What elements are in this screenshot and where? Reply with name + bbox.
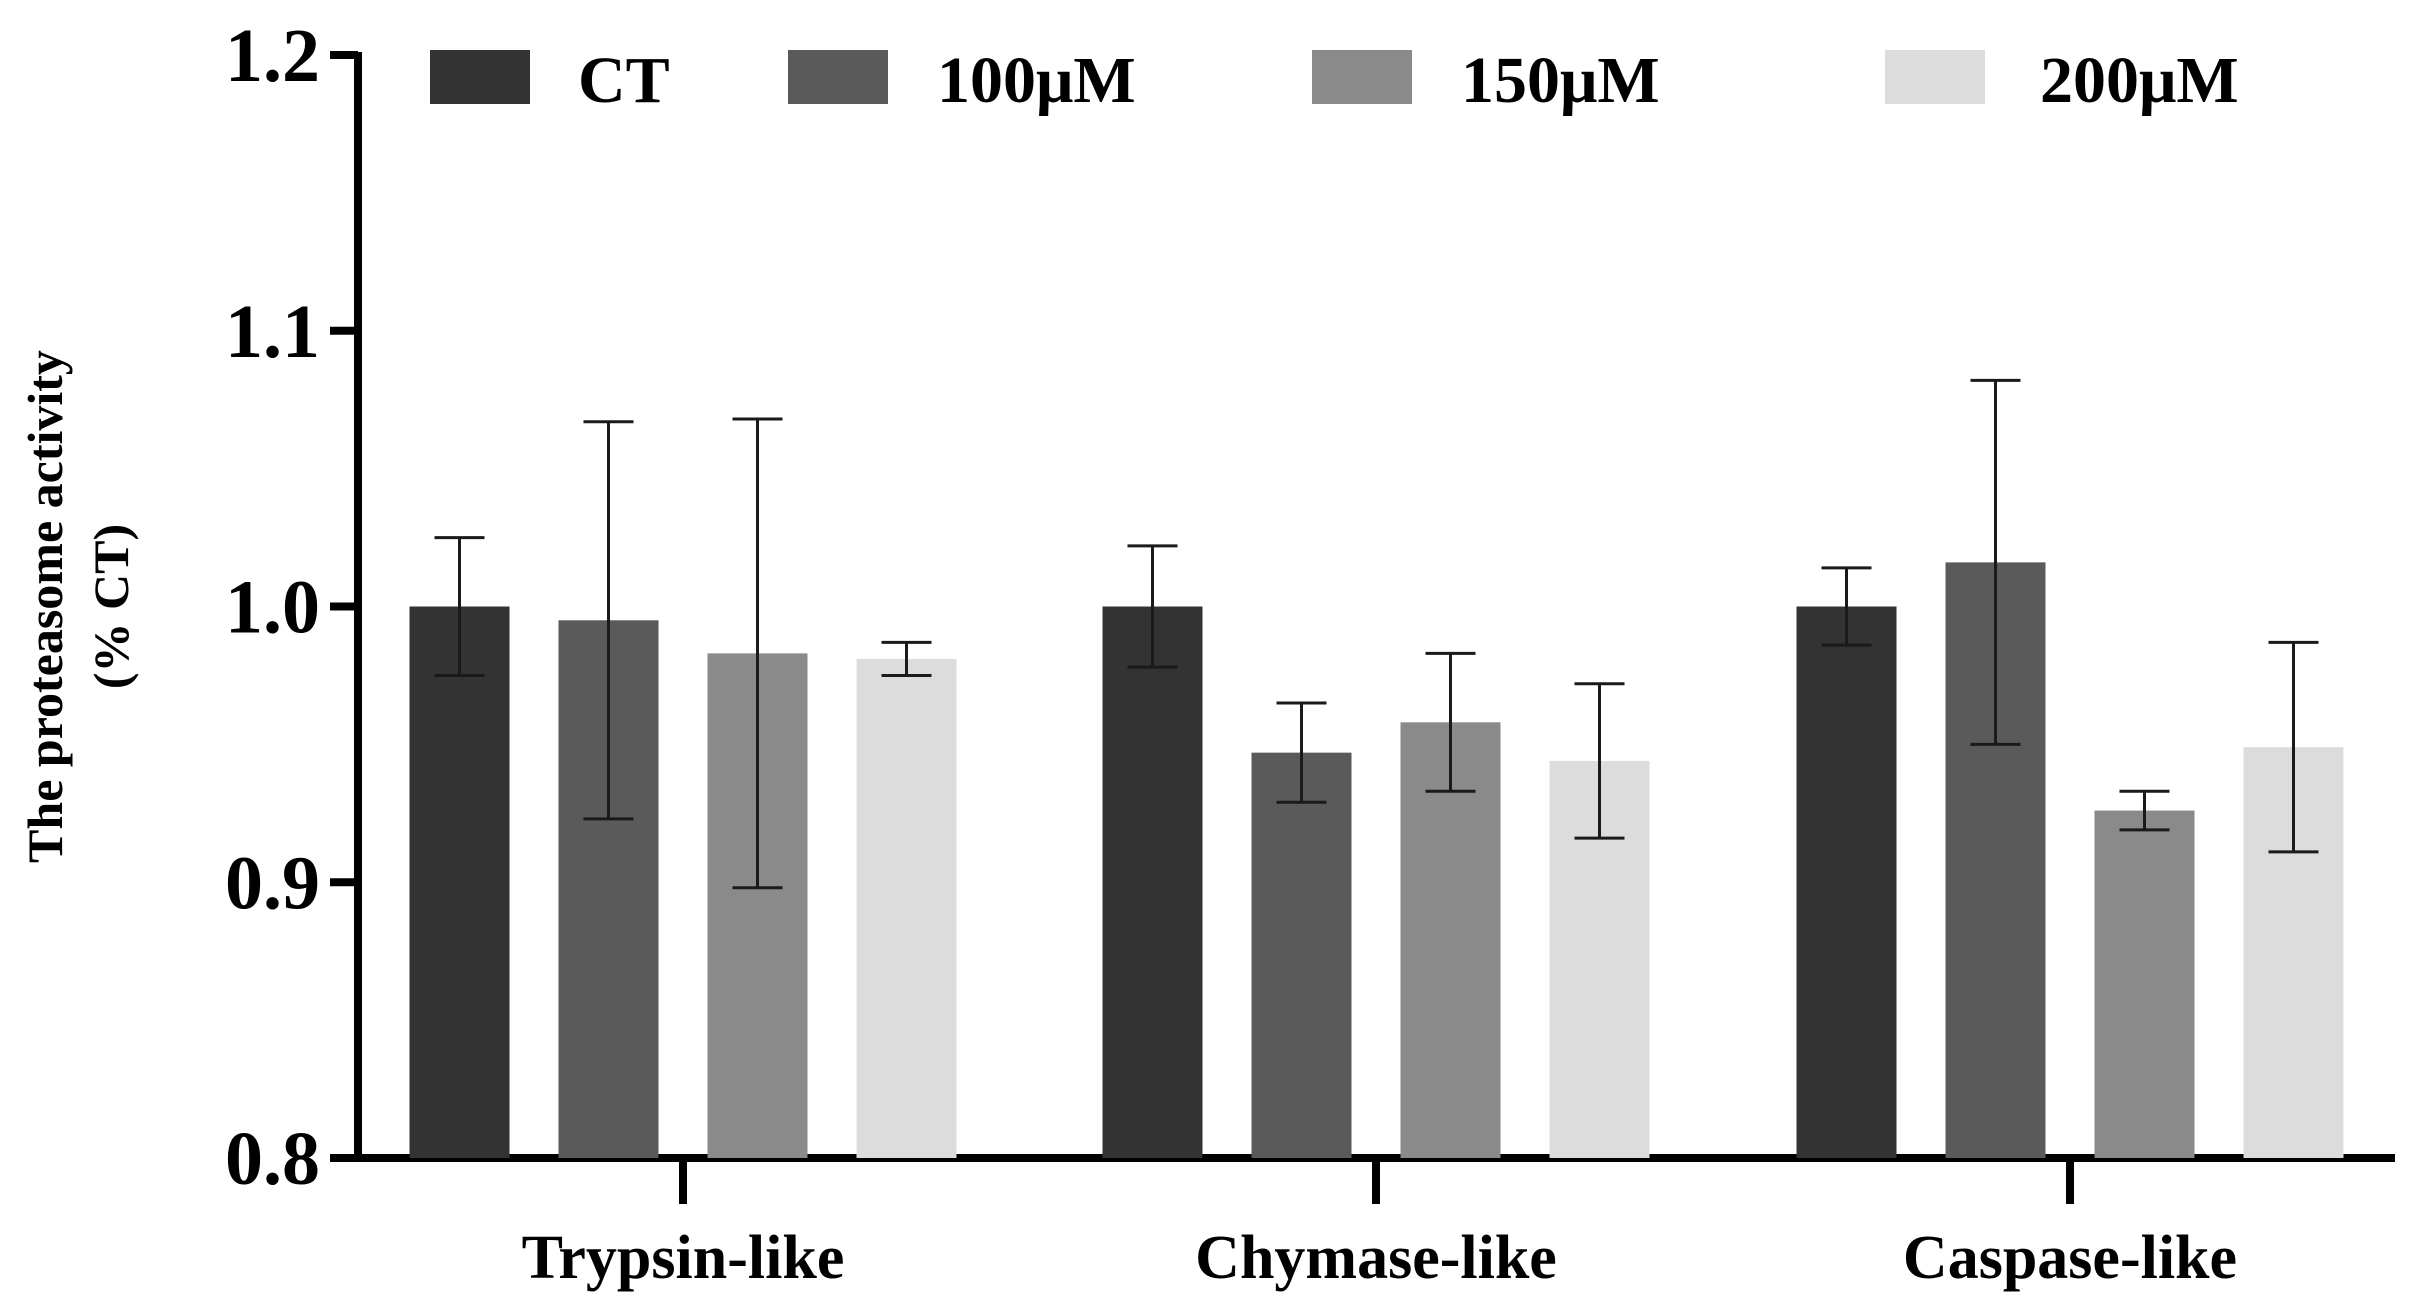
- y-tick-label-4: 1.2: [225, 14, 320, 98]
- y-axis-title-line-0: The proteasome activity: [17, 350, 73, 863]
- bar-2-0: [1796, 606, 1897, 1158]
- legend-label-1: 100μM: [937, 44, 1136, 117]
- legend-swatch-0: [430, 50, 530, 104]
- bar-2-2: [2094, 810, 2195, 1158]
- y-axis: 0.8 0.9 1.0 1.1 1.2: [225, 14, 362, 1201]
- bar-1-1: [1251, 752, 1352, 1158]
- y-axis-title-line-1: (% CT): [83, 524, 139, 689]
- legend-swatch-2: [1312, 50, 1412, 104]
- legend-label-2: 150μM: [1461, 44, 1660, 117]
- y-tick-label-0: 0.8: [225, 1117, 320, 1201]
- bar-1-0: [1102, 606, 1203, 1158]
- bar-1-2: [1400, 722, 1501, 1158]
- y-axis-title: The proteasome activity (% CT): [17, 350, 139, 863]
- y-tick-label-3: 1.1: [225, 290, 320, 374]
- legend-label-0: CT: [578, 44, 670, 117]
- x-tick-label-2: Caspase-like: [1903, 1224, 2237, 1292]
- error-bars: [434, 378, 2319, 890]
- y-tick-label-2: 1.0: [225, 566, 320, 650]
- x-tick-label-1: Chymase-like: [1195, 1224, 1557, 1292]
- legend-label-3: 200μM: [2040, 44, 2239, 117]
- x-axis: Trypsin-like Chymase-like Caspase-like: [354, 1154, 2395, 1292]
- x-tick-label-0: Trypsin-like: [522, 1224, 845, 1292]
- y-tick-label-1: 0.9: [225, 841, 320, 925]
- legend-swatch-1: [788, 50, 888, 104]
- bar-0-3: [856, 658, 957, 1158]
- legend-swatch-3: [1885, 50, 1985, 104]
- bar-0-0: [409, 606, 510, 1158]
- bars: [409, 562, 2344, 1158]
- legend: CT 100μM 150μM 200μM: [430, 44, 2239, 117]
